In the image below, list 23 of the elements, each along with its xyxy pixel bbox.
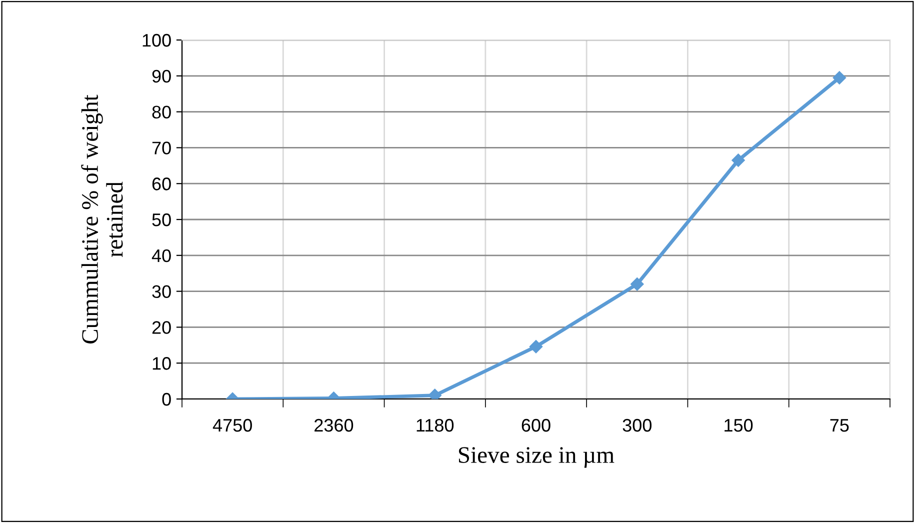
y-tick-label: 30 (152, 285, 171, 298)
x-tick-label: 2360 (314, 418, 354, 432)
point (732, 154, 745, 167)
y-axis-title: Cummulative % of weight retained (81, 94, 123, 344)
y-tick-label: 60 (152, 178, 171, 190)
y-tick-label: 70 (152, 142, 171, 154)
y-tick-label: 100 (142, 34, 171, 47)
y-tick-label: 20 (152, 321, 171, 334)
y-tick-label: 90 (152, 70, 171, 83)
x-tick-label: 4750 (212, 418, 252, 432)
x-axis-title: Sieve size in µm (458, 447, 614, 468)
y-tick-label: 10 (152, 357, 171, 370)
x-tick-label: 150 (724, 418, 753, 432)
y-tick-label: 40 (152, 249, 171, 262)
y-tick-label: 50 (152, 213, 171, 226)
x-tick-label: 600 (522, 418, 550, 432)
x-tick-label: 1180 (416, 418, 454, 432)
point (630, 278, 644, 291)
y-tick-label: 0 (162, 392, 171, 406)
point (832, 71, 846, 84)
x-tick-label: 75 (830, 419, 849, 432)
x-tick-label: 300 (622, 418, 652, 432)
y-tick-label: 80 (152, 106, 171, 119)
